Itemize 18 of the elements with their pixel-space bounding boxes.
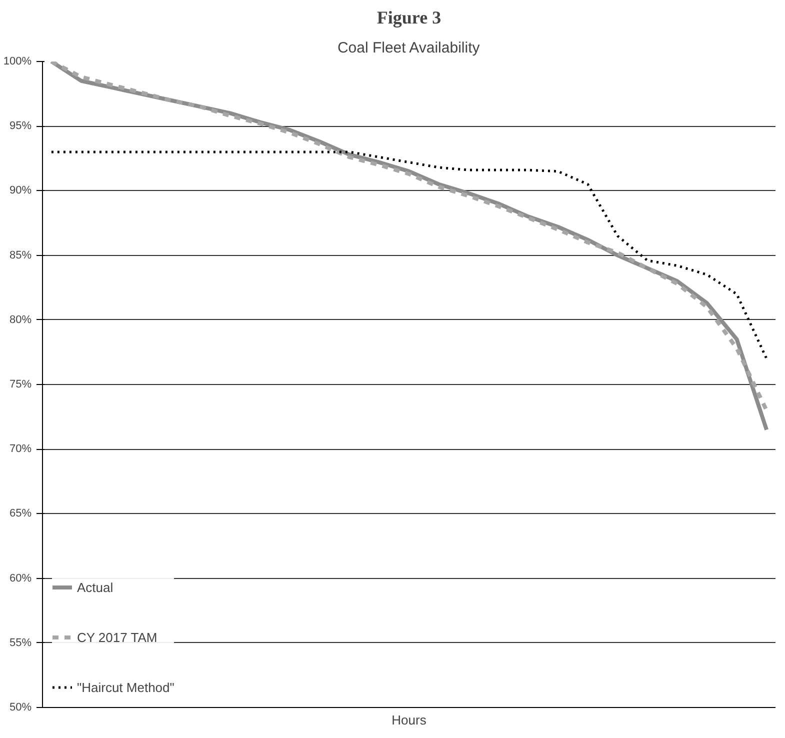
y-tick-label: 70% xyxy=(9,443,32,456)
chart-title: Figure 3 xyxy=(376,8,442,28)
y-tick-label: 85% xyxy=(9,249,32,262)
y-tick-label: 50% xyxy=(9,702,32,714)
legend-label: "Haircut Method" xyxy=(77,680,174,694)
y-tick-label: 95% xyxy=(9,120,32,132)
y-tick-label: 90% xyxy=(9,184,32,197)
legend-label: CY 2017 TAM xyxy=(77,630,158,644)
line-series xyxy=(50,150,768,360)
y-tick-label: 65% xyxy=(9,508,32,520)
x-axis-title: Hours xyxy=(392,712,427,728)
y-tick-label: 100% xyxy=(3,56,32,68)
y-tick-label: 80% xyxy=(9,314,32,326)
chart-subtitle: Coal Fleet Availability xyxy=(337,40,480,56)
y-tick-label: 75% xyxy=(9,378,32,390)
y-tick-label: 60% xyxy=(9,572,32,584)
legend-label: Actual xyxy=(77,580,114,594)
y-tick-label: 55% xyxy=(9,636,32,649)
